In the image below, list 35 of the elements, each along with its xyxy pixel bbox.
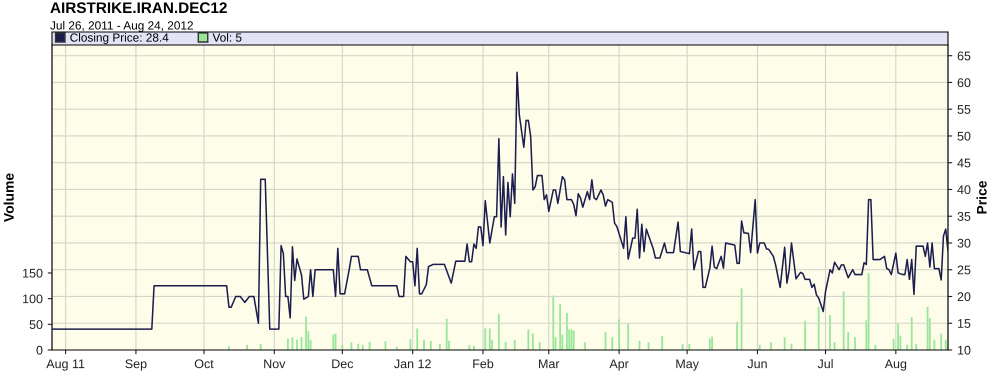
y2-tick-label: 10 [958,346,970,355]
y-tick-label: 50 [30,320,42,329]
chart-title: AIRSTRIKE.IRAN.DEC12 [50,2,227,14]
x-tick-label: Aug [884,359,906,371]
legend-label: Closing Price: 28.4 [70,33,168,44]
y2-tick-label: 30 [958,238,970,248]
x-tick-label: Feb [473,359,494,368]
x-tick-label: Nov [264,359,286,368]
y-tick-label: 0 [36,346,42,355]
y-axis-title: Volume [4,173,14,222]
chart-subtitle: Jul 26, 2011 - Aug 24, 2012 [50,20,193,32]
y2-tick-label: 40 [957,185,970,194]
x-tick-label: Apr [609,359,629,371]
x-tick-label: Jun [748,359,767,368]
y-tick-label: 150 [23,268,42,278]
y2-tick-label: 50 [958,132,970,141]
y2-tick-label: 60 [958,78,970,88]
x-tick-label: Jan 12 [394,359,431,368]
y-tick-label: 100 [23,294,42,304]
x-tick-label: Aug 11 [46,359,84,371]
x-tick-label: May [676,359,699,371]
x-tick-label: Oct [194,359,214,368]
y2-tick-label: 65 [958,52,970,60]
y2-tick-label: 15 [958,319,970,328]
x-tick-label: Jul [818,359,833,368]
y2-tick-label: 45 [957,158,970,168]
y2-tick-label: 25 [958,266,970,274]
y2-tick-label: 55 [958,105,970,114]
x-tick-label: Sep [125,359,147,371]
x-tick-label: Mar [539,359,560,368]
x-tick-label: Dec [332,359,354,368]
y2-tick-label: 35 [958,212,970,221]
y2-tick-label: 20 [958,292,970,302]
legend-label: Vol: 5 [212,33,242,42]
y2-axis-title: Price [976,180,987,214]
